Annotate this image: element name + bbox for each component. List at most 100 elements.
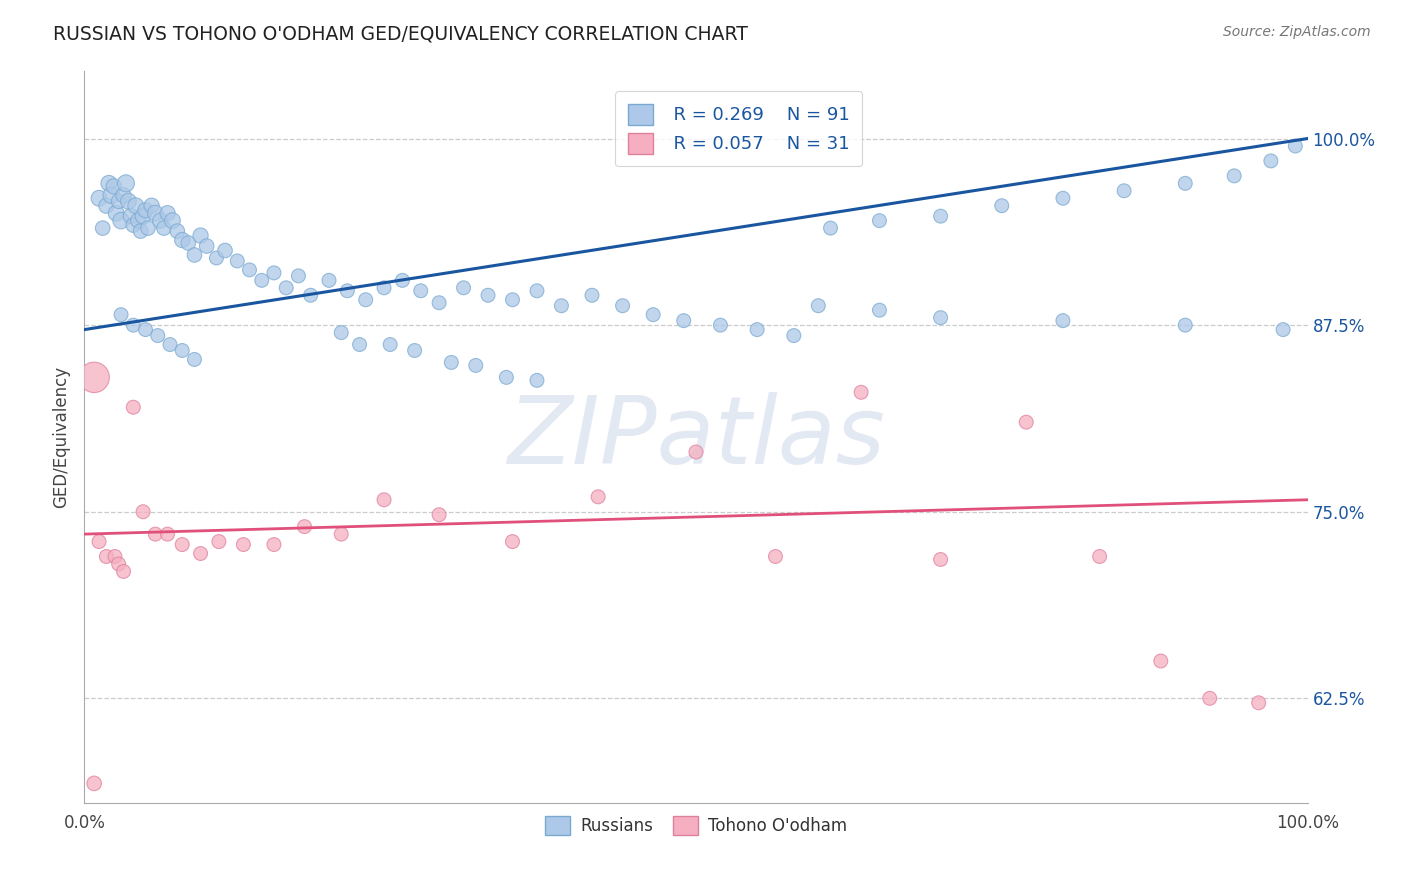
Point	[132, 209, 155, 223]
Point	[172, 537, 194, 551]
Point	[110, 213, 132, 227]
Point	[83, 370, 105, 384]
Point	[143, 527, 166, 541]
Point	[440, 355, 463, 369]
Point	[156, 206, 179, 220]
Point	[122, 401, 145, 415]
Point	[453, 281, 475, 295]
Point	[103, 179, 125, 194]
Point	[464, 359, 486, 373]
Point	[404, 343, 426, 358]
Point	[141, 199, 163, 213]
Point	[250, 273, 273, 287]
Point	[156, 527, 179, 541]
Point	[1174, 177, 1197, 191]
Point	[162, 213, 184, 227]
Point	[136, 221, 159, 235]
Point	[672, 313, 695, 327]
Point	[765, 549, 787, 564]
Point	[146, 328, 169, 343]
Point	[263, 266, 285, 280]
Point	[127, 213, 149, 227]
Point	[1260, 153, 1282, 168]
Point	[195, 239, 218, 253]
Point	[299, 288, 322, 302]
Point	[330, 527, 353, 541]
Point	[110, 308, 132, 322]
Point	[208, 534, 231, 549]
Legend: Russians, Tohono O'odham: Russians, Tohono O'odham	[538, 809, 853, 842]
Point	[685, 445, 707, 459]
Point	[117, 194, 139, 209]
Point	[125, 199, 148, 213]
Point	[807, 299, 830, 313]
Point	[336, 284, 359, 298]
Point	[709, 318, 731, 332]
Point	[929, 209, 952, 223]
Point	[354, 293, 377, 307]
Point	[263, 537, 285, 551]
Point	[612, 299, 634, 313]
Point	[135, 323, 157, 337]
Point	[83, 776, 105, 790]
Point	[96, 549, 118, 564]
Point	[226, 254, 249, 268]
Point	[143, 206, 166, 220]
Point	[190, 547, 212, 561]
Point	[1284, 139, 1306, 153]
Point	[1052, 191, 1074, 205]
Point	[349, 337, 371, 351]
Point	[1114, 184, 1136, 198]
Point	[238, 263, 260, 277]
Point	[502, 293, 524, 307]
Point	[107, 557, 129, 571]
Point	[87, 534, 110, 549]
Point	[550, 299, 572, 313]
Point	[502, 534, 524, 549]
Point	[294, 519, 316, 533]
Point	[232, 537, 254, 551]
Point	[135, 203, 157, 218]
Point	[96, 199, 118, 213]
Point	[929, 552, 952, 566]
Point	[849, 385, 872, 400]
Point	[159, 337, 181, 351]
Point	[869, 213, 891, 227]
Point	[380, 337, 402, 351]
Point	[929, 310, 952, 325]
Point	[330, 326, 353, 340]
Point	[276, 281, 298, 295]
Point	[214, 244, 236, 258]
Point	[122, 218, 145, 232]
Point	[747, 323, 769, 337]
Point	[183, 352, 205, 367]
Point	[409, 284, 432, 298]
Point	[373, 281, 395, 295]
Point	[112, 188, 135, 202]
Point	[1247, 696, 1270, 710]
Point	[153, 221, 176, 235]
Point	[1088, 549, 1111, 564]
Point	[586, 490, 609, 504]
Point	[643, 308, 665, 322]
Point	[166, 224, 188, 238]
Point	[97, 177, 120, 191]
Point	[427, 508, 450, 522]
Point	[427, 295, 450, 310]
Y-axis label: GED/Equivalency: GED/Equivalency	[52, 366, 70, 508]
Point	[495, 370, 517, 384]
Point	[105, 206, 128, 220]
Text: RUSSIAN VS TOHONO O'ODHAM GED/EQUIVALENCY CORRELATION CHART: RUSSIAN VS TOHONO O'ODHAM GED/EQUIVALENC…	[53, 25, 748, 44]
Point	[172, 343, 194, 358]
Point	[115, 177, 138, 191]
Point	[1272, 323, 1295, 337]
Point	[132, 505, 155, 519]
Point	[100, 188, 122, 202]
Point	[120, 209, 142, 223]
Point	[87, 191, 110, 205]
Point	[1223, 169, 1246, 183]
Text: ZIPatlas: ZIPatlas	[508, 392, 884, 483]
Point	[177, 235, 200, 250]
Point	[391, 273, 413, 287]
Point	[112, 565, 135, 579]
